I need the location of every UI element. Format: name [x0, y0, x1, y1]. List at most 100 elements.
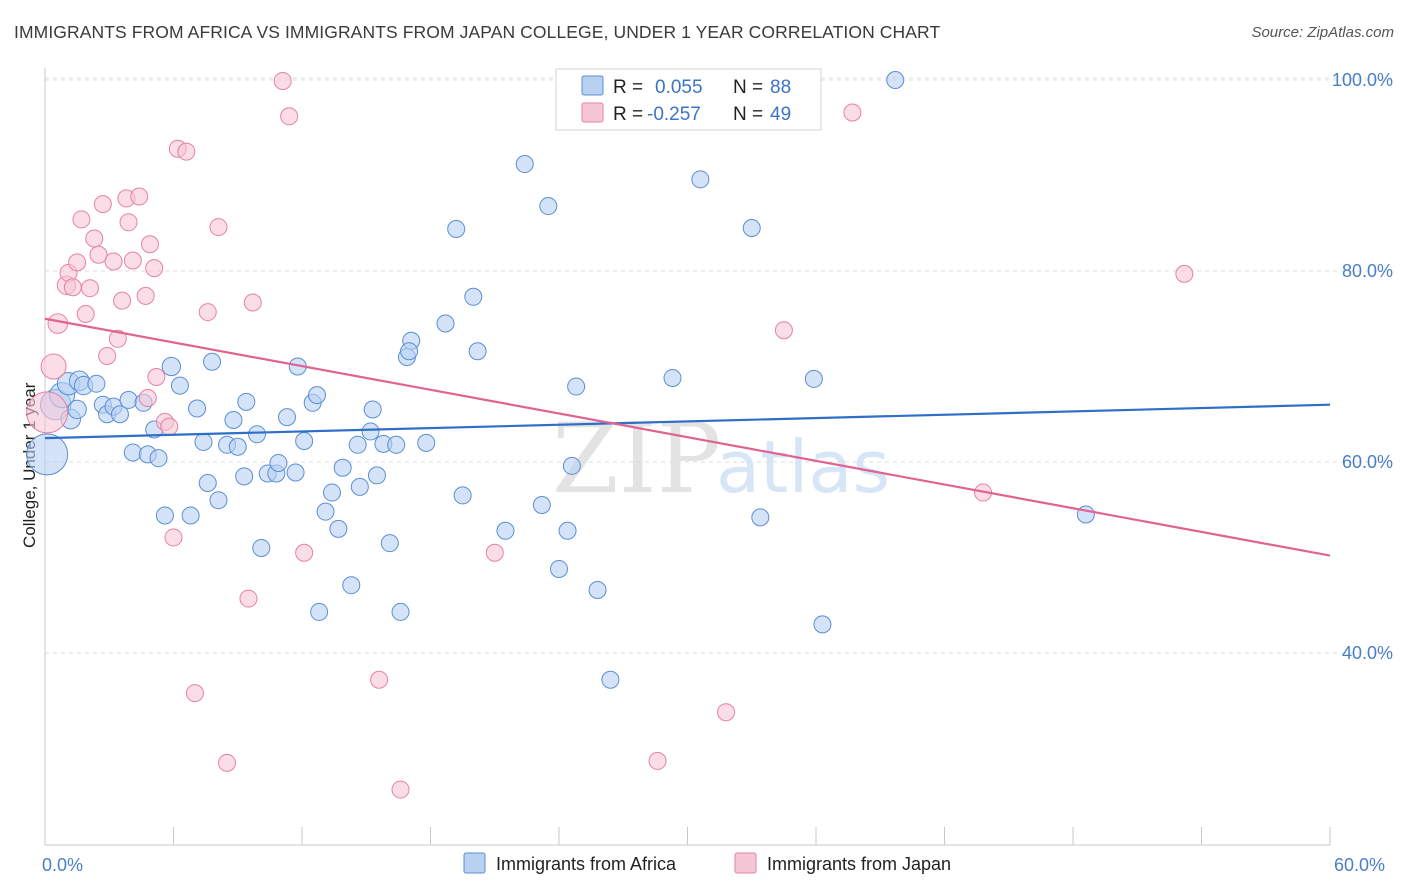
africa-point	[87, 374, 106, 393]
legend-africa-r-value: 0.055	[655, 77, 703, 98]
japan-point	[218, 753, 237, 772]
legend-japan-n-value: 49	[770, 104, 791, 125]
japan-point	[89, 245, 108, 264]
y-tick-label-100: 100.0%	[1332, 70, 1393, 90]
africa-point	[804, 369, 823, 388]
legend-top: R = 0.055 N = 88 R = -0.257 N = 49	[555, 68, 822, 131]
africa-point	[567, 377, 586, 396]
africa-point	[562, 456, 581, 475]
africa-point	[496, 521, 515, 540]
africa-point	[322, 483, 341, 502]
africa-point	[269, 453, 288, 472]
x-tick-label-min: 0.0%	[42, 855, 83, 875]
africa-point	[198, 474, 217, 493]
africa-point	[310, 602, 329, 621]
africa-point	[601, 670, 620, 689]
japan-point	[843, 103, 862, 122]
africa-point	[361, 422, 380, 441]
japan-point	[185, 684, 204, 703]
africa-point	[278, 408, 297, 427]
japan-point	[273, 71, 292, 90]
africa-point	[348, 435, 367, 454]
africa-point	[286, 463, 305, 482]
source-credit: Source: ZipAtlas.com	[1251, 24, 1394, 41]
japan-trendline	[44, 317, 1331, 557]
africa-point	[400, 342, 419, 361]
y-tick-labels: 40.0% 60.0% 80.0% 100.0%	[1332, 70, 1393, 663]
africa-point	[119, 390, 138, 409]
africa-point	[188, 399, 207, 418]
japan-point	[76, 304, 95, 323]
africa-point	[228, 437, 247, 456]
japan-point	[295, 543, 314, 562]
y-tick-label-60: 60.0%	[1342, 452, 1393, 472]
africa-point	[203, 352, 222, 371]
japan-point	[370, 670, 389, 689]
japan-point	[130, 187, 149, 206]
japan-point	[85, 229, 104, 248]
africa-point	[149, 449, 168, 468]
africa-point	[532, 495, 551, 514]
africa-point	[691, 170, 710, 189]
legend-japan-n-label: N =	[733, 104, 763, 125]
africa-point	[417, 433, 436, 452]
africa-point	[329, 519, 348, 538]
africa-point	[26, 433, 69, 476]
africa-point	[367, 466, 386, 485]
africa-point	[539, 197, 558, 216]
japan-point	[47, 313, 69, 334]
legend-swatch-africa	[581, 75, 604, 96]
japan-point	[1175, 264, 1194, 283]
japan-point	[209, 218, 228, 237]
africa-point	[447, 219, 466, 238]
japan-point	[68, 253, 87, 272]
watermark-atlas: atlas	[716, 425, 890, 509]
legend-swatch-japan	[581, 102, 604, 123]
japan-point	[26, 391, 69, 434]
japan-point	[63, 278, 82, 297]
africa-point	[194, 432, 213, 451]
japan-point	[72, 210, 91, 229]
africa-point	[350, 477, 369, 496]
africa-point	[237, 392, 256, 411]
x-tick-label-max: 60.0%	[1334, 855, 1385, 875]
africa-point	[453, 486, 472, 505]
africa-point	[123, 443, 142, 462]
japan-point	[119, 213, 138, 232]
y-tick-label-80: 80.0%	[1342, 261, 1393, 281]
legend-africa-n-value: 88	[770, 77, 791, 98]
africa-point	[248, 425, 267, 444]
bottom-legend-japan: Immigrants from Japan	[767, 854, 951, 874]
trendlines	[44, 317, 1331, 557]
africa-point	[380, 534, 399, 553]
grid	[45, 77, 1392, 654]
japan-point	[177, 142, 196, 161]
africa-point	[170, 376, 189, 395]
japan-point	[80, 279, 99, 298]
japan-point	[138, 389, 157, 408]
africa-points	[26, 71, 1095, 689]
japan-points	[26, 71, 1194, 799]
bottom-legend-africa: Immigrants from Africa	[496, 854, 677, 874]
y-tick-label-40: 40.0%	[1342, 643, 1393, 663]
africa-point	[387, 435, 406, 454]
japan-point	[98, 346, 117, 365]
africa-point	[110, 405, 129, 424]
africa-point	[663, 368, 682, 387]
legend-africa-r-label: R =	[613, 77, 643, 98]
japan-point	[391, 780, 410, 799]
africa-point	[742, 219, 761, 238]
africa-point	[751, 508, 770, 527]
africa-point	[252, 538, 271, 557]
africa-point	[155, 506, 174, 525]
africa-point	[515, 155, 534, 174]
japan-point	[198, 303, 217, 322]
africa-point	[436, 314, 455, 333]
legend-japan-r-label: R =	[613, 104, 643, 125]
japan-point	[145, 259, 164, 278]
japan-point	[140, 235, 159, 254]
japan-point	[648, 751, 667, 770]
bottom-swatch-africa	[463, 852, 486, 874]
japan-point	[239, 589, 258, 608]
